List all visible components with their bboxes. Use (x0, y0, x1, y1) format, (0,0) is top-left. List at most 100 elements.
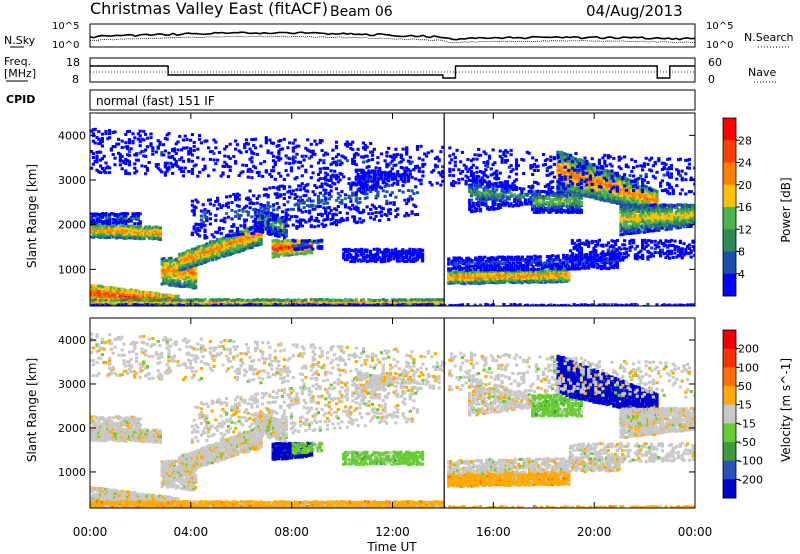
power-cell (254, 242, 258, 246)
power-cell (128, 225, 132, 229)
power-cell (219, 253, 223, 257)
power-cell (189, 265, 193, 269)
power-cell (131, 214, 135, 218)
power-cell (232, 247, 236, 251)
power-cell (190, 299, 194, 303)
power-cell (571, 262, 575, 266)
power-cell (239, 249, 243, 253)
power-cell (142, 299, 146, 302)
power-cell (567, 162, 571, 166)
power-cell (189, 255, 193, 259)
power-cell (556, 198, 560, 201)
power-cell (545, 259, 550, 263)
power-cell (567, 274, 571, 278)
power-cell (664, 213, 668, 217)
power-cell (633, 196, 637, 200)
power-cell (524, 265, 528, 269)
power-cell (594, 181, 598, 185)
power-cell (360, 300, 364, 304)
power-cell (588, 195, 592, 199)
power-cell (633, 214, 637, 217)
power-cell (199, 303, 203, 306)
power-cell (637, 231, 641, 234)
power-cell (447, 261, 451, 265)
power-cell (608, 261, 612, 265)
power-cell (376, 247, 380, 251)
power-cell (104, 216, 108, 220)
power-cell (196, 298, 200, 301)
power-cell (133, 232, 137, 236)
power-cell (540, 267, 544, 270)
power-cell (405, 299, 409, 303)
power-cell (354, 248, 358, 252)
power-cell (686, 223, 690, 227)
power-cell (538, 261, 542, 264)
power-cell (536, 192, 540, 196)
power-cell (207, 247, 211, 251)
power-cell (100, 223, 105, 227)
power-cell (113, 289, 117, 293)
power-cell (565, 210, 569, 214)
power-cell (596, 262, 600, 266)
power-cell (508, 273, 512, 277)
power-cell (256, 233, 260, 237)
power-cell (520, 279, 524, 283)
power-cell (682, 211, 686, 214)
power-cell (379, 260, 383, 264)
power-cell (657, 228, 661, 232)
power-cell (160, 298, 164, 302)
power-cell (570, 174, 574, 178)
power-cell (628, 214, 632, 218)
power-cell (633, 206, 637, 210)
power-cell (592, 182, 596, 186)
power-cell (187, 258, 191, 262)
power-cell (146, 227, 150, 231)
power-cell (637, 205, 641, 209)
power-cell (543, 274, 548, 278)
power-cell (590, 192, 594, 195)
power-cell (637, 193, 641, 196)
power-cell (106, 222, 110, 226)
power-cell (511, 278, 515, 282)
power-cell (282, 301, 286, 305)
power-cell (165, 281, 170, 285)
power-cell (275, 234, 279, 238)
power-cell (508, 265, 512, 269)
power-cell (502, 256, 506, 259)
power-cell (535, 259, 539, 263)
power-cell (536, 267, 541, 271)
power-cell (236, 247, 240, 251)
power-cell (194, 284, 198, 288)
power-cell (680, 204, 684, 207)
power-cell (565, 176, 569, 180)
power-cell (686, 212, 690, 215)
power-cell (605, 171, 609, 175)
power-cell (178, 257, 182, 261)
power-cell (536, 200, 540, 204)
plot-title: Christmas Valley East (fitACF) (90, 0, 328, 18)
power-cell (477, 270, 481, 274)
power-cell (115, 229, 119, 233)
power-cell (174, 271, 178, 275)
power-cell (594, 259, 598, 263)
power-cell (461, 276, 465, 280)
power-cell (617, 174, 621, 178)
power-cell (481, 262, 485, 266)
power-cell (180, 270, 184, 274)
power-cell (284, 248, 288, 252)
power-cell (234, 299, 238, 303)
power-cell (513, 263, 517, 267)
power-cell (155, 227, 159, 231)
power-cell (263, 223, 267, 226)
power-cell (167, 276, 171, 280)
power-cell (318, 300, 322, 304)
power-cell (172, 301, 176, 304)
power-cell (122, 292, 126, 296)
power-cell (554, 210, 558, 214)
power-cell (644, 206, 648, 209)
power-cell (644, 216, 648, 220)
power-cell (547, 203, 551, 207)
power-cell (619, 203, 623, 207)
power-cell (99, 291, 103, 295)
power-cell (135, 235, 139, 239)
